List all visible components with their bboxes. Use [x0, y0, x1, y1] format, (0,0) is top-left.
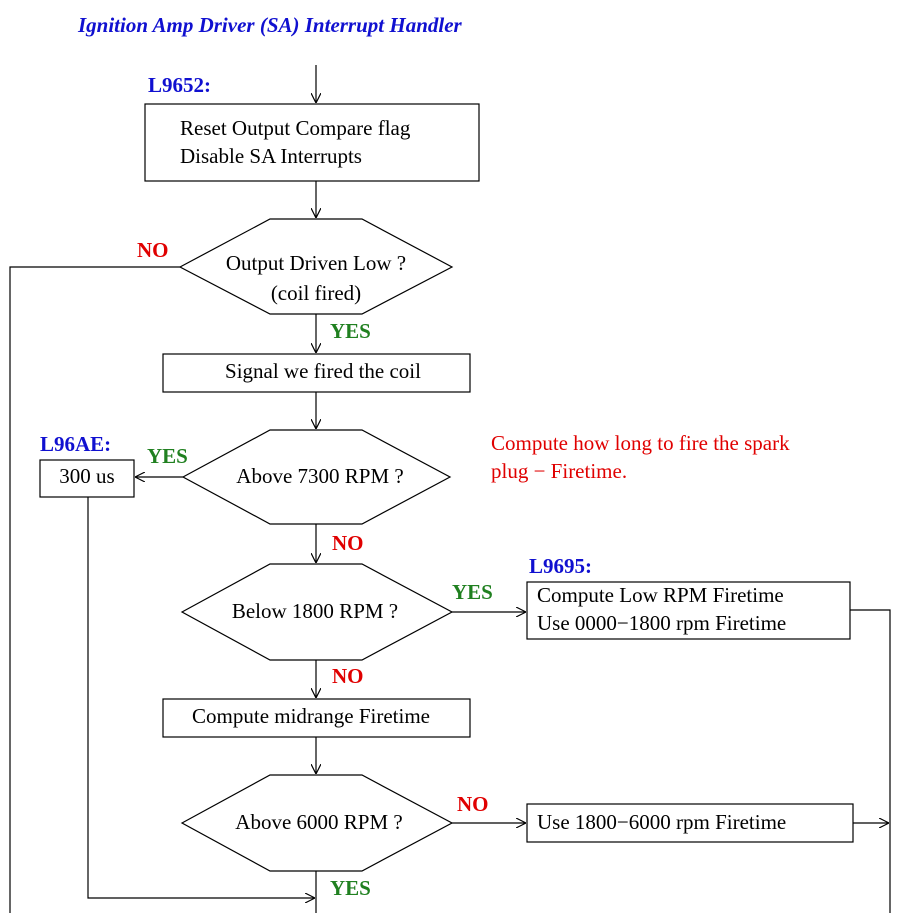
title: Ignition Amp Driver (SA) Interrupt Handl…	[77, 13, 463, 37]
connectors	[9, 65, 891, 913]
node-text: Below 1800 RPM ?	[232, 599, 398, 623]
node-text: Output Driven Low ?	[226, 251, 406, 275]
edge-label: YES	[330, 319, 371, 343]
node-text: (coil fired)	[271, 281, 361, 305]
process-box	[526, 581, 851, 640]
node-text: Reset Output Compare flag	[180, 116, 411, 140]
node-text: Above 6000 RPM ?	[235, 810, 402, 834]
arrow	[850, 609, 891, 913]
arrow	[9, 266, 180, 913]
shapes	[39, 103, 854, 872]
node-text: Compute midrange Firetime	[192, 704, 430, 728]
process-box	[162, 353, 471, 393]
label: L9695:	[529, 554, 592, 578]
node-text: Above 7300 RPM ?	[236, 464, 403, 488]
edge-label: YES	[147, 444, 188, 468]
decision	[178, 218, 454, 315]
node-text: Compute Low RPM Firetime	[537, 583, 784, 607]
note: Compute how long to fire the spark	[491, 431, 790, 455]
arrow	[87, 497, 315, 898]
node-text: 300 us	[59, 464, 114, 488]
label: L96AE:	[40, 432, 111, 456]
node-text: Use 0000−1800 rpm Firetime	[537, 611, 786, 635]
decision	[180, 563, 454, 661]
edge-label: NO	[332, 664, 364, 688]
edge-label: NO	[332, 531, 364, 555]
node-text: Use 1800−6000 rpm Firetime	[537, 810, 786, 834]
node-text: Disable SA Interrupts	[180, 144, 362, 168]
process-box	[144, 103, 480, 182]
process-box	[526, 803, 854, 843]
decision	[180, 774, 454, 872]
edge-label: NO	[137, 238, 169, 262]
process-box	[39, 459, 135, 498]
edge-label: NO	[457, 792, 489, 816]
note: plug − Firetime.	[491, 459, 627, 483]
node-text: Signal we fired the coil	[225, 359, 421, 383]
edge-label: YES	[330, 876, 371, 900]
edge-label: YES	[452, 580, 493, 604]
label: L9652:	[148, 73, 211, 97]
process-box	[162, 698, 471, 738]
decision	[181, 429, 452, 525]
